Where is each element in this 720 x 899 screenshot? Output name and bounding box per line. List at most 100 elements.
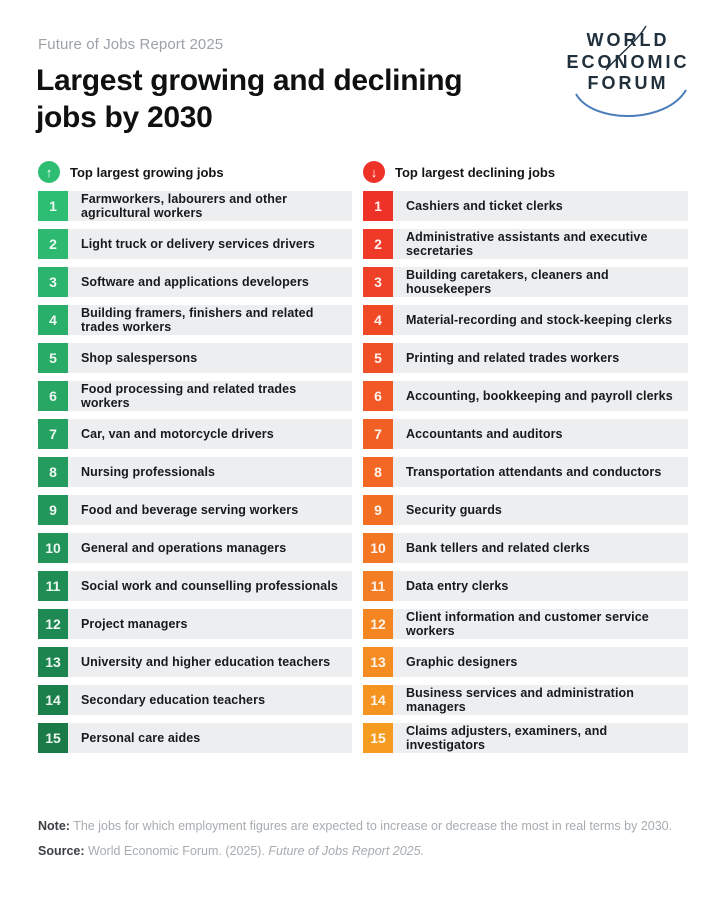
declining-jobs-list: 1 Cashiers and ticket clerks 2 Administr… <box>363 191 688 753</box>
job-label: Data entry clerks <box>406 579 509 593</box>
job-label: Claims adjusters, examiners, and investi… <box>406 724 608 752</box>
job-label: Administrative assistants and executive … <box>406 230 648 258</box>
rank-badge: 9 <box>363 495 393 525</box>
job-row: 9 Security guards <box>363 495 688 525</box>
job-row: 7 Accountants and auditors <box>363 419 688 449</box>
job-label: General and operations managers <box>81 541 287 555</box>
job-row: 6 Accounting, bookkeeping and payroll cl… <box>363 381 688 411</box>
job-row: 1 Cashiers and ticket clerks <box>363 191 688 221</box>
rank-badge: 3 <box>363 267 393 297</box>
job-row: 12 Client information and customer servi… <box>363 609 688 639</box>
rank-badge: 4 <box>38 305 68 335</box>
job-row: 5 Shop salespersons <box>38 343 352 373</box>
rank-badge: 10 <box>363 533 393 563</box>
job-row: 14 Business services and administration … <box>363 685 688 715</box>
page-title: Largest growing and declining jobs by 20… <box>36 62 556 136</box>
job-label: Transportation attendants and conductors <box>406 465 662 479</box>
job-label: Car, van and motorcycle drivers <box>81 427 274 441</box>
job-label: Farmworkers, labourers and other agricul… <box>81 192 288 220</box>
job-label: Nursing professionals <box>81 465 216 479</box>
ranked-lists: ↑ Top largest growing jobs 1 Farmworkers… <box>38 161 688 753</box>
rank-badge: 15 <box>363 723 393 753</box>
job-row: 9 Food and beverage serving workers <box>38 495 352 525</box>
growing-column-header: ↑ Top largest growing jobs <box>38 161 352 183</box>
job-row: 15 Claims adjusters, examiners, and inve… <box>363 723 688 753</box>
job-label: Building framers, finishers and related … <box>81 306 314 334</box>
job-label: University and higher education teachers <box>81 655 331 669</box>
job-label: Shop salespersons <box>81 351 198 365</box>
rank-badge: 1 <box>38 191 68 221</box>
job-label: Social work and counselling professional… <box>81 579 338 593</box>
rank-badge: 5 <box>38 343 68 373</box>
job-label: Cashiers and ticket clerks <box>406 199 563 213</box>
rank-badge: 11 <box>38 571 68 601</box>
rank-badge: 1 <box>363 191 393 221</box>
job-label: Software and applications developers <box>81 275 309 289</box>
rank-badge: 8 <box>38 457 68 487</box>
job-row: 2 Administrative assistants and executiv… <box>363 229 688 259</box>
rank-badge: 12 <box>38 609 68 639</box>
job-row: 11 Data entry clerks <box>363 571 688 601</box>
rank-badge: 6 <box>363 381 393 411</box>
job-label: Printing and related trades workers <box>406 351 620 365</box>
job-label: Food processing and related trades worke… <box>81 382 297 410</box>
job-row: 8 Transportation attendants and conducto… <box>363 457 688 487</box>
job-label: Light truck or delivery services drivers <box>81 237 315 251</box>
job-row: 4 Material-recording and stock-keeping c… <box>363 305 688 335</box>
job-row: 6 Food processing and related trades wor… <box>38 381 352 411</box>
job-row: 5 Printing and related trades workers <box>363 343 688 373</box>
job-row: 2 Light truck or delivery services drive… <box>38 229 352 259</box>
page-title-line-1: Largest growing and declining <box>36 64 463 97</box>
growing-column-title: Top largest growing jobs <box>70 164 224 180</box>
rank-badge: 14 <box>363 685 393 715</box>
rank-badge: 2 <box>363 229 393 259</box>
page-title-line-2: jobs by 2030 <box>36 101 213 134</box>
job-row: 15 Personal care aides <box>38 723 352 753</box>
declining-column-header: ↓ Top largest declining jobs <box>363 161 688 183</box>
rank-badge: 11 <box>363 571 393 601</box>
job-row: 10 General and operations managers <box>38 533 352 563</box>
note-label: Note: <box>38 819 70 833</box>
arrow-down-circle-icon: ↓ <box>363 161 385 183</box>
job-label: Business services and administration man… <box>406 686 634 714</box>
report-name: Future of Jobs Report 2025 <box>38 36 224 53</box>
rank-badge: 12 <box>363 609 393 639</box>
job-label: Material-recording and stock-keeping cle… <box>406 313 673 327</box>
job-label: Security guards <box>406 503 502 517</box>
rank-badge: 13 <box>38 647 68 677</box>
job-row: 13 University and higher education teach… <box>38 647 352 677</box>
footer-notes: Note: The jobs for which employment figu… <box>38 814 672 864</box>
note-line: Note: The jobs for which employment figu… <box>38 814 672 839</box>
rank-badge: 3 <box>38 267 68 297</box>
job-row: 14 Secondary education teachers <box>38 685 352 715</box>
job-row: 10 Bank tellers and related clerks <box>363 533 688 563</box>
wef-logo-word-2: ECONOMIC <box>566 51 690 72</box>
wef-logo-word-1: WORLD <box>586 30 670 50</box>
rank-badge: 10 <box>38 533 68 563</box>
wef-logo-word-3: FORUM <box>587 73 669 93</box>
job-label: Graphic designers <box>406 655 518 669</box>
rank-badge: 13 <box>363 647 393 677</box>
declining-jobs-column: ↓ Top largest declining jobs 1 Cashiers … <box>363 161 688 753</box>
rank-badge: 5 <box>363 343 393 373</box>
job-row: 3 Software and applications developers <box>38 267 352 297</box>
job-label: Bank tellers and related clerks <box>406 541 590 555</box>
job-row: 4 Building framers, finishers and relate… <box>38 305 352 335</box>
rank-badge: 15 <box>38 723 68 753</box>
source-report-title: Future of Jobs Report 2025. <box>268 844 425 858</box>
note-text: The jobs for which employment figures ar… <box>69 819 673 833</box>
rank-badge: 6 <box>38 381 68 411</box>
job-label: Building caretakers, cleaners and housek… <box>406 268 609 296</box>
job-row: 8 Nursing professionals <box>38 457 352 487</box>
rank-badge: 7 <box>38 419 68 449</box>
job-row: 7 Car, van and motorcycle drivers <box>38 419 352 449</box>
rank-badge: 9 <box>38 495 68 525</box>
rank-badge: 4 <box>363 305 393 335</box>
source-label: Source: <box>38 844 85 858</box>
job-label: Accounting, bookkeeping and payroll cler… <box>406 389 673 403</box>
source-text: World Economic Forum. (2025). <box>84 844 269 858</box>
job-row: 13 Graphic designers <box>363 647 688 677</box>
job-row: 3 Building caretakers, cleaners and hous… <box>363 267 688 297</box>
job-row: 11 Social work and counselling professio… <box>38 571 352 601</box>
